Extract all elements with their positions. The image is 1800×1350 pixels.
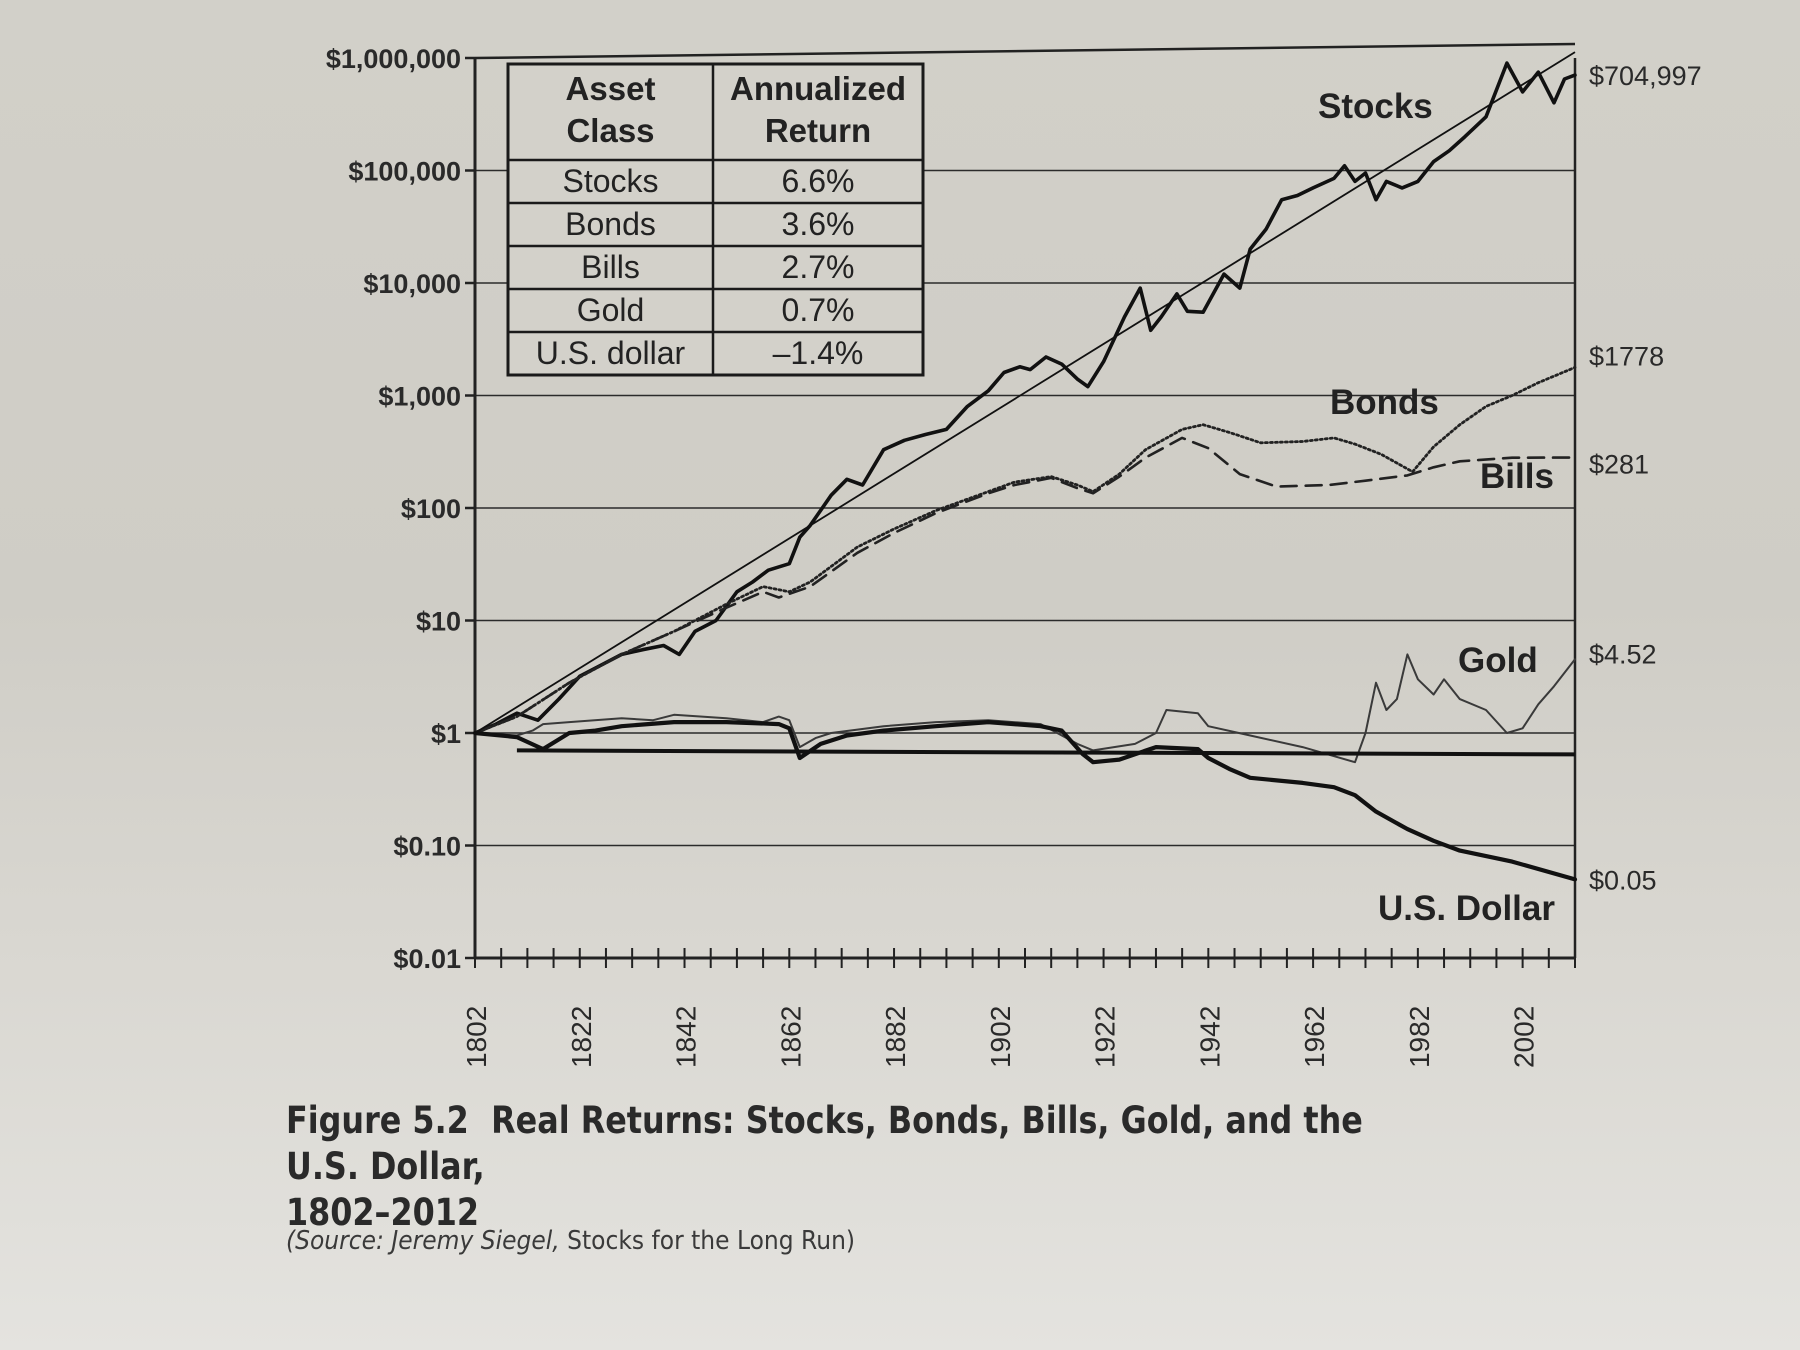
x-tick-label: 1902: [985, 1006, 1016, 1068]
series-line-u-s-dollar: [472, 720, 1578, 882]
end-value-label: $704,997: [1589, 61, 1702, 91]
series-labels: Stocks Bonds Bills Gold U.S. Dollar: [1318, 87, 1555, 928]
x-tick-label: 1802: [461, 1006, 492, 1068]
x-tick-label: 2002: [1509, 1006, 1540, 1068]
series-label-gold: Gold: [1458, 641, 1538, 680]
reference-line: [516, 748, 1576, 757]
table-header-text: Return: [765, 112, 871, 149]
series-label-stocks: Stocks: [1318, 87, 1433, 126]
series-line-gold: [474, 653, 1576, 764]
top-border-line: [474, 42, 1576, 60]
figure-source: (Source: Jeremy Siegel, Stocks for the L…: [286, 1226, 855, 1256]
figure-title-line2: 1802–2012: [286, 1191, 480, 1234]
table-return-cell: 0.7%: [782, 292, 855, 328]
figure-label: Figure 5.2: [286, 1099, 469, 1142]
table-asset-cell: Gold: [577, 292, 645, 328]
x-tick-label: 1922: [1090, 1006, 1121, 1068]
series-line-bills: [473, 436, 1577, 735]
table-return-cell: 2.7%: [782, 249, 855, 285]
series-label-bills: Bills: [1480, 457, 1554, 496]
figure-caption: Figure 5.2 Real Returns: Stocks, Bonds, B…: [286, 1098, 1404, 1236]
y-tick-labels: $1,000,000 $100,000 $10,000 $1,000 $100 $10 $1…: [326, 44, 475, 974]
series-line-bonds: [473, 366, 1577, 735]
x-tick-label: 1822: [566, 1006, 597, 1068]
end-value-label: $1778: [1589, 341, 1664, 371]
source-book: Stocks for the Long Run): [567, 1226, 856, 1256]
source-prefix: (Source:: [286, 1226, 392, 1256]
end-value-label: $4.52: [1589, 639, 1657, 669]
table-return-cell: –1.4%: [773, 335, 864, 371]
y-tick-label: $1,000,000: [326, 44, 461, 74]
series-label-us-dollar: U.S. Dollar: [1378, 889, 1555, 928]
y-tick-label: $100: [401, 494, 461, 524]
table-asset-cell: Bonds: [565, 206, 656, 242]
y-tick-label: $1: [431, 719, 461, 749]
y-tick-label: $100,000: [348, 157, 461, 187]
series-line-stocks: [473, 61, 1577, 735]
table-frame: [506, 62, 925, 377]
table-header-text: Asset: [566, 70, 656, 107]
series-label-bonds: Bonds: [1330, 383, 1439, 422]
end-value-label: $0.05: [1589, 865, 1657, 895]
series-lines: [472, 61, 1578, 882]
x-tick-label: 1862: [775, 1006, 806, 1068]
table-return-cell: 6.6%: [782, 163, 855, 199]
table-header-text: Annualized: [730, 70, 906, 107]
stocks-trend-line: [474, 51, 1576, 734]
y-tick-label: $0.10: [393, 832, 461, 862]
y-tick-label: $1,000: [378, 382, 461, 412]
table-asset-cell: Stocks: [562, 163, 658, 199]
x-tick-label: 1942: [1194, 1006, 1225, 1068]
y-tick-label: $10: [416, 607, 461, 637]
x-tick-labels: 1802 1822 1842 1862 1882 1902 1922 1942 1962 1982…: [461, 948, 1576, 1068]
x-tick-label: 1882: [880, 1006, 911, 1068]
end-value-label: $281: [1589, 450, 1649, 480]
x-tick-label: 1962: [1299, 1006, 1330, 1068]
figure-title-line1: Real Returns: Stocks, Bonds, Bills, Gold…: [286, 1099, 1363, 1188]
annualized-return-table: Asset Class Annualized Return Stocks 6.6% Bond…: [506, 62, 925, 377]
series-end-values: $704,997 $1778 $281 $4.52 $0.05: [1589, 61, 1702, 895]
table-return-cell: 3.6%: [782, 206, 855, 242]
y-tick-label: $0.01: [393, 944, 461, 974]
table-asset-cell: Bills: [581, 249, 640, 285]
y-tick-label: $10,000: [363, 269, 461, 299]
trend-lines: [474, 51, 1576, 757]
x-tick-label: 1842: [671, 1006, 702, 1068]
table-header-text: Class: [566, 112, 654, 149]
table-asset-cell: U.S. dollar: [536, 335, 686, 371]
x-tick-label: 1982: [1404, 1006, 1435, 1068]
source-author: Jeremy Siegel,: [391, 1226, 568, 1256]
